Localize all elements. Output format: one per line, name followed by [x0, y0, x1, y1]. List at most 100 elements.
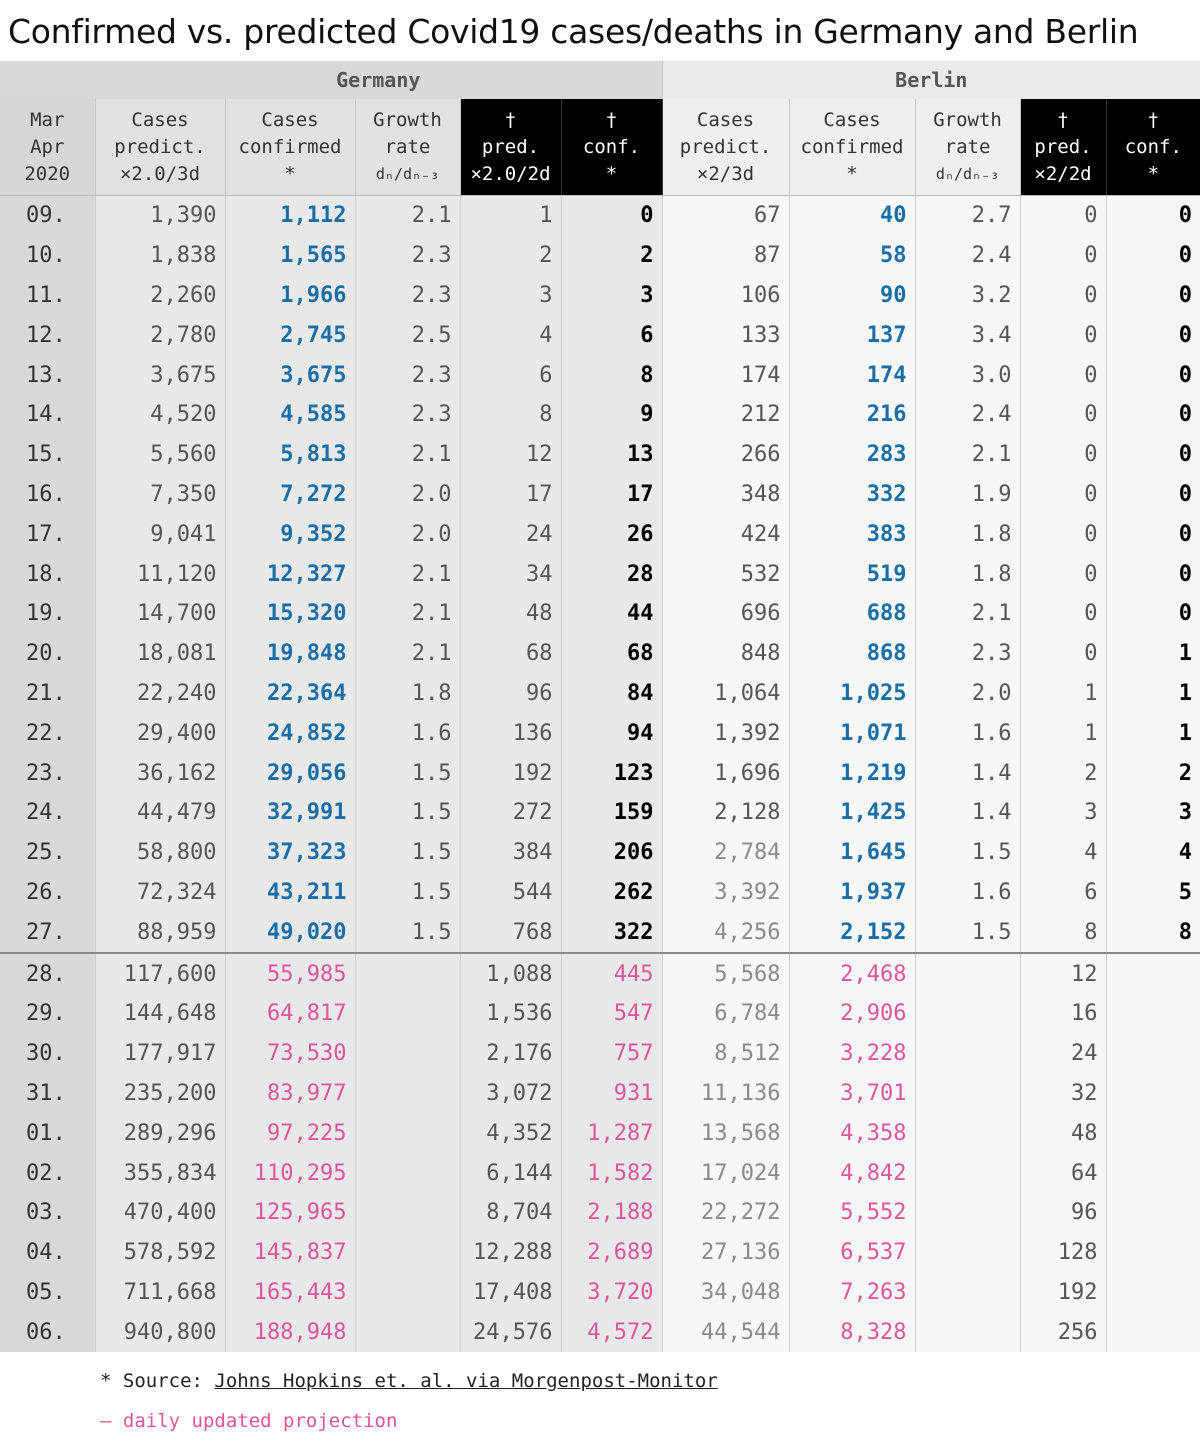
- cell-germany-deaths-predicted: 4: [460, 315, 562, 356]
- cell-germany-cases-predicted: 2,780: [95, 315, 226, 356]
- cell-germany-deaths-confirmed: 44: [561, 593, 663, 634]
- cell-berlin-deaths-predicted: 0: [1020, 394, 1107, 435]
- cell-germany-growth-rate: 1.5: [355, 832, 461, 873]
- table-row: 14. 4,520 4,585 2.3 8 9 212 216 2.4 0 0: [0, 394, 1200, 435]
- cell-berlin-cases-confirmed: 3,228: [789, 1033, 916, 1074]
- cell-germany-cases-confirmed: 1,565: [225, 235, 356, 276]
- cell-berlin-deaths-confirmed: [1106, 993, 1200, 1034]
- cell-germany-deaths-confirmed: 547: [561, 993, 663, 1034]
- cell-berlin-growth-rate: 2.1: [915, 434, 1021, 475]
- table-row: 12. 2,780 2,745 2.5 4 6 133 137 3.4 0 0: [0, 315, 1200, 356]
- cell-berlin-cases-confirmed: 332: [789, 474, 916, 515]
- cell-germany-deaths-confirmed: 3: [561, 275, 663, 316]
- cell-germany-cases-predicted: 7,350: [95, 474, 226, 515]
- cell-germany-growth-rate: [355, 1272, 461, 1313]
- cell-berlin-growth-rate: 2.1: [915, 593, 1021, 634]
- cell-berlin-growth-rate: 1.4: [915, 792, 1021, 833]
- cell-berlin-cases-predicted: 424: [662, 514, 790, 555]
- table-row: 13. 3,675 3,675 2.3 6 8 174 174 3.0 0 0: [0, 355, 1200, 395]
- cell-germany-growth-rate: 2.1: [355, 554, 461, 594]
- cell-berlin-deaths-confirmed: 2: [1106, 753, 1200, 793]
- cell-date: 12.: [0, 315, 96, 356]
- cell-berlin-cases-confirmed: 2,468: [789, 953, 916, 994]
- cell-germany-cases-predicted: 940,800: [95, 1312, 226, 1353]
- col-header-germany-deaths-confirmed: † conf. *: [561, 99, 663, 195]
- cell-germany-cases-predicted: 36,162: [95, 753, 226, 793]
- cell-berlin-cases-confirmed: 1,645: [789, 832, 916, 873]
- page-title: Confirmed vs. predicted Covid19 cases/de…: [8, 12, 1139, 51]
- cell-berlin-cases-confirmed: 688: [789, 593, 916, 634]
- source-link[interactable]: Johns Hopkins et. al. via Morgenpost-Mon…: [214, 1370, 718, 1393]
- cell-berlin-deaths-confirmed: 4: [1106, 832, 1200, 873]
- cell-germany-deaths-confirmed: 123: [561, 753, 663, 793]
- cell-berlin-deaths-confirmed: [1106, 1312, 1200, 1353]
- col-header-germany-growth-rate: Growth rate dₙ/dₙ₋₃: [355, 99, 461, 195]
- cell-berlin-deaths-predicted: 8: [1020, 912, 1107, 955]
- cell-germany-deaths-confirmed: 2,689: [561, 1232, 663, 1273]
- cell-germany-cases-predicted: 18,081: [95, 633, 226, 674]
- cell-date: 22.: [0, 713, 96, 754]
- cell-germany-cases-predicted: 9,041: [95, 514, 226, 555]
- cell-germany-cases-confirmed: 5,813: [225, 434, 356, 475]
- cell-berlin-deaths-confirmed: 0: [1106, 514, 1200, 555]
- cell-berlin-cases-confirmed: 174: [789, 355, 916, 395]
- cell-germany-deaths-predicted: 6,144: [460, 1153, 562, 1193]
- table-row: 29. 144,648 64,817 1,536 547 6,784 2,906 16: [0, 993, 1200, 1034]
- cell-berlin-growth-rate: [915, 993, 1021, 1034]
- cell-berlin-deaths-predicted: 0: [1020, 235, 1107, 276]
- projection-note: – daily updated projection: [100, 1410, 398, 1433]
- cell-germany-deaths-confirmed: 68: [561, 633, 663, 674]
- cell-germany-cases-predicted: 117,600: [95, 953, 226, 994]
- cell-date: 10.: [0, 235, 96, 276]
- cell-berlin-deaths-confirmed: [1106, 1153, 1200, 1193]
- cell-germany-cases-predicted: 5,560: [95, 434, 226, 475]
- cell-berlin-deaths-confirmed: [1106, 1232, 1200, 1273]
- cell-date: 02.: [0, 1153, 96, 1193]
- cell-berlin-deaths-confirmed: 0: [1106, 554, 1200, 594]
- cell-germany-deaths-predicted: 24: [460, 514, 562, 555]
- cell-berlin-deaths-confirmed: [1106, 1033, 1200, 1074]
- group-header-date: [0, 61, 95, 99]
- table-row: 20. 18,081 19,848 2.1 68 68 848 868 2.3 0 1: [0, 633, 1200, 674]
- cell-germany-deaths-predicted: 48: [460, 593, 562, 634]
- cell-berlin-growth-rate: [915, 1153, 1021, 1193]
- cell-germany-deaths-confirmed: 2,188: [561, 1192, 663, 1233]
- cell-germany-cases-confirmed: 24,852: [225, 713, 356, 754]
- cell-berlin-cases-predicted: 4,256: [662, 912, 790, 955]
- cell-berlin-cases-predicted: 13,568: [662, 1113, 790, 1154]
- cell-date: 17.: [0, 514, 96, 555]
- cell-berlin-cases-confirmed: 2,152: [789, 912, 916, 955]
- table-row: 03. 470,400 125,965 8,704 2,188 22,272 5,552 96: [0, 1192, 1200, 1233]
- cell-berlin-deaths-confirmed: 0: [1106, 235, 1200, 276]
- cell-germany-growth-rate: [355, 1312, 461, 1353]
- cell-germany-growth-rate: [355, 1033, 461, 1074]
- cell-berlin-cases-confirmed: 383: [789, 514, 916, 555]
- col-header-berlin-deaths-predicted: † pred. ×2/2d: [1020, 99, 1107, 195]
- table-row: 22. 29,400 24,852 1.6 136 94 1,392 1,071 1.6 1 1: [0, 713, 1200, 754]
- cell-berlin-cases-confirmed: 1,219: [789, 753, 916, 793]
- cell-germany-cases-confirmed: 1,112: [225, 195, 356, 236]
- table-row: 21. 22,240 22,364 1.8 96 84 1,064 1,025 2.0 1 1: [0, 673, 1200, 714]
- cell-germany-growth-rate: 2.1: [355, 593, 461, 634]
- cell-berlin-cases-predicted: 174: [662, 355, 790, 395]
- cell-date: 01.: [0, 1113, 96, 1154]
- cell-germany-growth-rate: 1.6: [355, 713, 461, 754]
- table-row: 23. 36,162 29,056 1.5 192 123 1,696 1,219 1.4 2 2: [0, 753, 1200, 793]
- cell-berlin-growth-rate: 1.6: [915, 872, 1021, 913]
- cell-berlin-cases-confirmed: 1,025: [789, 673, 916, 714]
- cell-berlin-growth-rate: [915, 953, 1021, 994]
- cell-berlin-deaths-confirmed: 3: [1106, 792, 1200, 833]
- cell-germany-cases-predicted: 29,400: [95, 713, 226, 754]
- cell-berlin-cases-predicted: 532: [662, 554, 790, 594]
- cell-germany-cases-predicted: 470,400: [95, 1192, 226, 1233]
- cell-berlin-growth-rate: 2.7: [915, 195, 1021, 236]
- table-row: 15. 5,560 5,813 2.1 12 13 266 283 2.1 0 0: [0, 434, 1200, 475]
- cell-berlin-deaths-confirmed: [1106, 1192, 1200, 1233]
- cell-germany-cases-confirmed: 165,443: [225, 1272, 356, 1313]
- table-row: 09. 1,390 1,112 2.1 1 0 67 40 2.7 0 0: [0, 195, 1200, 236]
- cell-berlin-deaths-predicted: 1: [1020, 673, 1107, 714]
- cell-germany-deaths-predicted: 24,576: [460, 1312, 562, 1353]
- cell-date: 26.: [0, 872, 96, 913]
- cell-germany-deaths-confirmed: 17: [561, 474, 663, 515]
- cell-berlin-cases-confirmed: 4,358: [789, 1113, 916, 1154]
